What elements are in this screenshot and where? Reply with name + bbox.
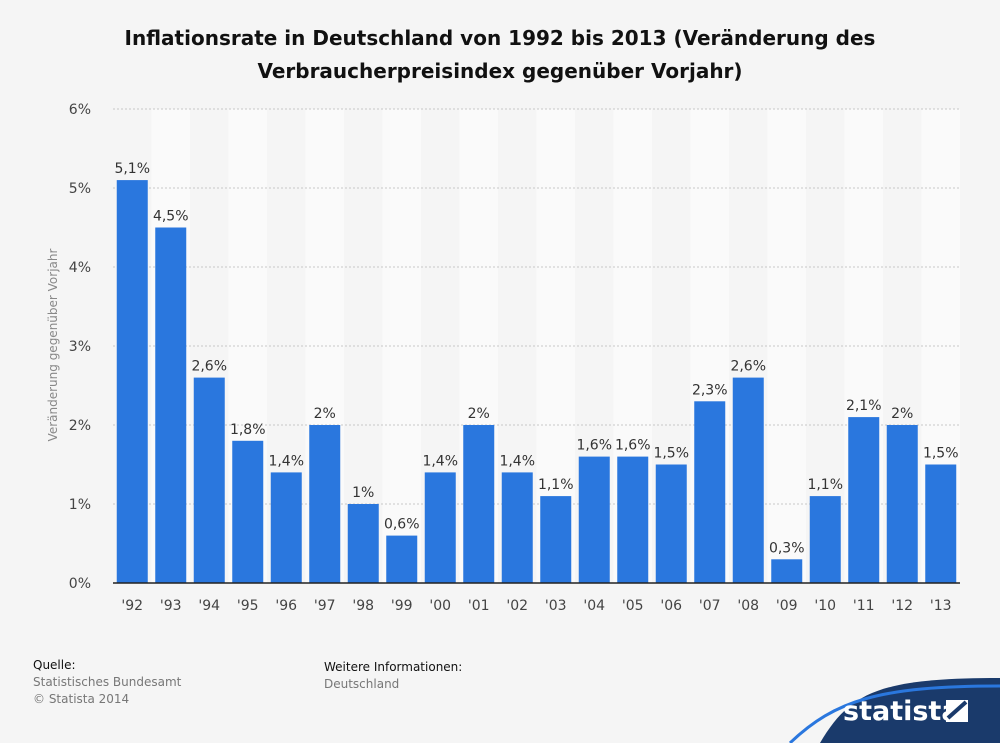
y-tick-label: 5% (69, 181, 91, 197)
x-tick-label: '07 (699, 598, 721, 614)
bar (270, 472, 302, 583)
y-tick-label: 0% (69, 576, 91, 592)
info-heading: Weitere Informationen: (324, 660, 463, 674)
bar (501, 472, 533, 583)
source-heading: Quelle: (33, 658, 76, 672)
x-tick-label: '92 (121, 598, 143, 614)
x-tick-label: '09 (776, 598, 798, 614)
x-tick-label: '02 (506, 598, 528, 614)
bar (732, 377, 764, 583)
x-tick-label: '03 (545, 598, 567, 614)
bar (155, 227, 187, 583)
data-label: 1,4% (499, 453, 535, 469)
data-label: 1,6% (576, 438, 612, 454)
bar (694, 401, 726, 583)
data-label: 1,5% (653, 446, 689, 462)
bars (116, 180, 957, 583)
bar (886, 425, 918, 583)
y-tick-label: 6% (69, 102, 91, 118)
x-tick-label: '04 (583, 598, 605, 614)
x-tick-label: '05 (622, 598, 644, 614)
data-label: 1% (352, 485, 374, 501)
logo-mark-icon (946, 700, 968, 722)
x-tick-label: '97 (314, 598, 336, 614)
bar (386, 535, 418, 583)
data-label: 2% (314, 406, 336, 422)
y-tick-label: 2% (69, 418, 91, 434)
data-label: 4,5% (153, 209, 189, 225)
x-axis-ticks: '92 '93 '94 '95 '96 '97 '98 '99 '00 '01 '02 '03 '04 '… (121, 598, 951, 614)
logo-text: statista (843, 696, 960, 727)
x-tick-label: '94 (198, 598, 220, 614)
bar (309, 425, 341, 583)
x-tick-label: '93 (160, 598, 182, 614)
x-tick-label: '95 (237, 598, 259, 614)
data-label: 1,6% (615, 438, 651, 454)
data-label: 0,6% (384, 517, 420, 533)
data-label: 2,6% (191, 359, 227, 375)
bar (848, 417, 880, 583)
data-label: 1,5% (923, 446, 959, 462)
x-tick-label: '11 (853, 598, 875, 614)
bar (617, 456, 649, 583)
data-label: 1,1% (807, 477, 843, 493)
logo-background (820, 678, 1000, 743)
bar (193, 377, 225, 583)
y-tick-label: 4% (69, 260, 91, 276)
chart-title-line-1: Inflationsrate in Deutschland von 1992 b… (124, 26, 876, 50)
x-tick-label: '00 (429, 598, 451, 614)
source-name: Statistisches Bundesamt (33, 675, 182, 689)
data-label: 1,8% (230, 422, 266, 438)
data-label: 0,3% (769, 540, 805, 556)
x-tick-label: '01 (468, 598, 490, 614)
bar (463, 425, 495, 583)
x-tick-label: '08 (737, 598, 759, 614)
y-tick-label: 1% (69, 497, 91, 513)
bar (809, 496, 841, 583)
x-tick-label: '13 (930, 598, 952, 614)
data-label: 5,1% (114, 161, 150, 177)
bar (655, 464, 687, 583)
chart-title: Inflationsrate in Deutschland von 1992 b… (0, 22, 1000, 88)
info-block: Weitere Informationen: Deutschland (324, 659, 462, 693)
bar (925, 464, 957, 583)
copyright: © Statista 2014 (33, 692, 130, 706)
chart-title-line-2: Verbraucherpreisindex gegenüber Vorjahr) (257, 59, 743, 83)
data-label: 1,4% (268, 453, 304, 469)
data-label: 1,1% (538, 477, 574, 493)
data-labels: 5,1%4,5%2,6%1,8%1,4%2%1%0,6%1,4%2%1,4%1,… (114, 161, 958, 556)
bar (578, 456, 610, 583)
x-tick-label: '99 (391, 598, 413, 614)
data-label: 2,6% (730, 359, 766, 375)
x-tick-label: '96 (275, 598, 297, 614)
data-label: 2% (468, 406, 490, 422)
bar (116, 180, 148, 583)
x-tick-label: '98 (352, 598, 374, 614)
bar (232, 440, 264, 583)
data-label: 1,4% (422, 453, 458, 469)
x-tick-label: '06 (660, 598, 682, 614)
bar (347, 504, 379, 583)
bar (424, 472, 456, 583)
data-label: 2,1% (846, 398, 882, 414)
bar (540, 496, 572, 583)
y-axis-title: Veränderung gegenüber Vorjahr (46, 249, 60, 442)
x-tick-label: '12 (891, 598, 913, 614)
data-label: 2% (891, 406, 913, 422)
source-block: Quelle: Statistisches Bundesamt © Statis… (33, 657, 181, 708)
y-axis-ticks: 0% 1% 2% 3% 4% 5% 6% (69, 102, 91, 592)
data-label: 2,3% (692, 382, 728, 398)
x-tick-label: '10 (814, 598, 836, 614)
y-tick-label: 3% (69, 339, 91, 355)
info-region: Deutschland (324, 677, 400, 691)
bar (771, 559, 803, 583)
statista-logo: statista (788, 678, 1000, 743)
